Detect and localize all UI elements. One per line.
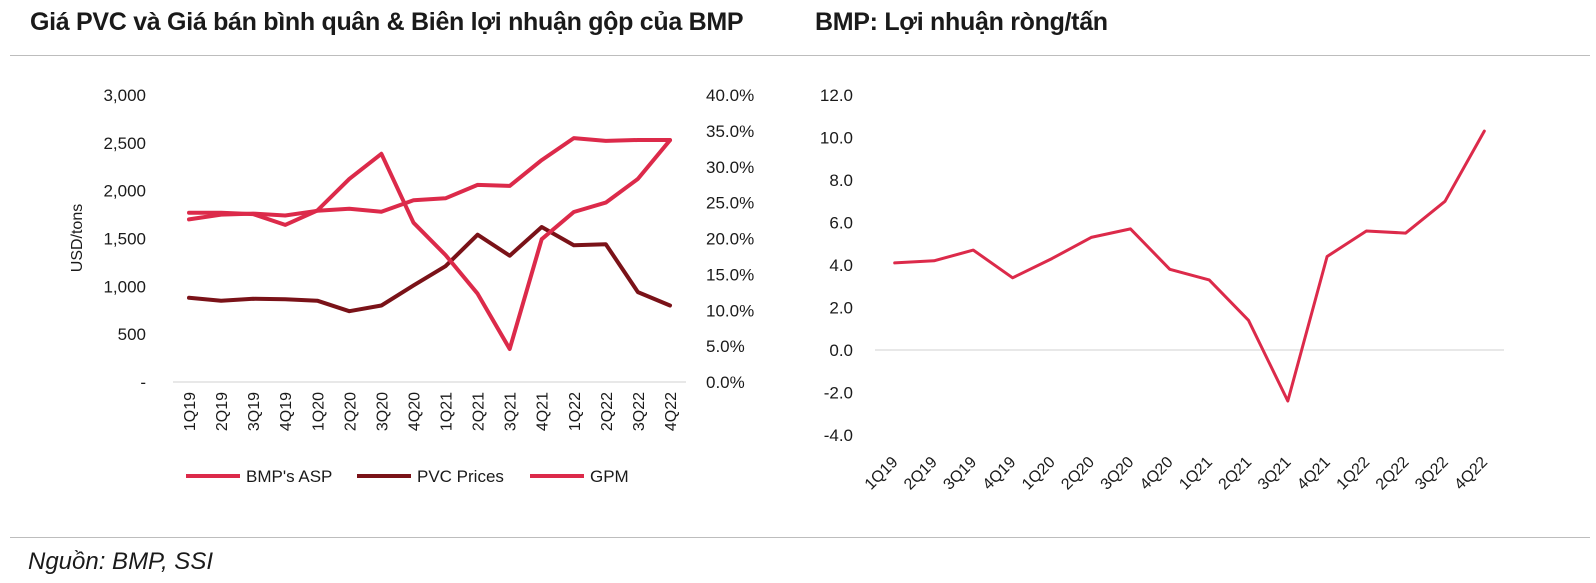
x-tick-label: 1Q21 bbox=[1176, 454, 1216, 494]
x-tick-label: 2Q22 bbox=[1373, 454, 1413, 494]
x-tick-label: 2Q22 bbox=[599, 392, 616, 431]
x-tick-label: 4Q22 bbox=[663, 392, 680, 431]
x-tick-label: 2Q20 bbox=[1058, 454, 1098, 494]
top-divider bbox=[10, 55, 1590, 56]
y2-tick-label: 40.0% bbox=[706, 86, 754, 105]
x-tick-label: 3Q20 bbox=[1098, 454, 1138, 494]
y-tick-label: 3,000 bbox=[103, 86, 146, 105]
y-tick-label: -2.0 bbox=[824, 384, 853, 403]
y-tick-label: - bbox=[140, 373, 146, 392]
series-line-gpm bbox=[187, 138, 672, 351]
y2-tick-label: 25.0% bbox=[706, 194, 754, 213]
y2-tick-label: 35.0% bbox=[706, 122, 754, 141]
y-axis-label: USD/tons bbox=[69, 204, 86, 272]
x-tick-label: 4Q21 bbox=[535, 392, 552, 431]
x-tick-label: 4Q20 bbox=[1137, 454, 1177, 494]
x-tick-label: 4Q19 bbox=[278, 392, 295, 431]
y-tick-label: 6.0 bbox=[829, 214, 853, 233]
y2-tick-label: 0.0% bbox=[706, 373, 745, 392]
x-tick-label: 4Q20 bbox=[406, 392, 423, 431]
legend-label: GPM bbox=[590, 467, 629, 486]
x-tick-label: 3Q21 bbox=[1255, 454, 1295, 494]
series-line-net-profit-per-ton bbox=[893, 129, 1486, 403]
x-tick-label: 1Q22 bbox=[1334, 454, 1374, 494]
x-tick-label: 2Q20 bbox=[342, 392, 359, 431]
chart-title-left: Giá PVC và Giá bán bình quân & Biên lợi … bbox=[30, 8, 744, 36]
x-tick-label: 4Q19 bbox=[980, 454, 1020, 494]
x-tick-label: 2Q21 bbox=[1216, 454, 1256, 494]
y-tick-label: 8.0 bbox=[829, 171, 853, 190]
y2-tick-label: 20.0% bbox=[706, 230, 754, 249]
x-tick-label: 2Q21 bbox=[471, 392, 488, 431]
x-tick-label: 4Q22 bbox=[1451, 454, 1491, 494]
y-tick-label: 12.0 bbox=[820, 86, 853, 105]
bottom-divider bbox=[10, 537, 1590, 538]
y-tick-label: 10.0 bbox=[820, 129, 853, 148]
y2-tick-label: 15.0% bbox=[706, 265, 754, 284]
series-line-bmp-s-asp bbox=[187, 136, 672, 222]
x-tick-label: 3Q22 bbox=[631, 392, 648, 431]
y-tick-label: 2,000 bbox=[103, 182, 146, 201]
y2-tick-label: 10.0% bbox=[706, 301, 754, 320]
y-tick-label: 2,500 bbox=[103, 134, 146, 153]
source-note: Nguồn: BMP, SSI bbox=[28, 548, 213, 575]
x-tick-label: 3Q21 bbox=[503, 392, 520, 431]
y-tick-label: 500 bbox=[118, 325, 146, 344]
chart-title-right: BMP: Lợi nhuận ròng/tấn bbox=[815, 8, 1108, 36]
x-tick-label: 3Q19 bbox=[246, 392, 263, 431]
y-tick-label: 2.0 bbox=[829, 299, 853, 318]
x-tick-label: 2Q19 bbox=[901, 454, 941, 494]
y-tick-label: 0.0 bbox=[829, 341, 853, 360]
y2-tick-label: 5.0% bbox=[706, 337, 745, 356]
x-tick-label: 1Q22 bbox=[567, 392, 584, 431]
x-tick-label: 4Q21 bbox=[1294, 454, 1334, 494]
x-tick-label: 1Q20 bbox=[310, 392, 327, 431]
y-tick-label: 1,500 bbox=[103, 230, 146, 249]
x-tick-label: 3Q19 bbox=[940, 454, 980, 494]
y-tick-label: 4.0 bbox=[829, 256, 853, 275]
x-tick-label: 3Q22 bbox=[1412, 454, 1452, 494]
y-tick-label: 1,000 bbox=[103, 277, 146, 296]
x-tick-label: 2Q19 bbox=[214, 392, 231, 431]
legend-label: PVC Prices bbox=[417, 467, 504, 486]
legend-label: BMP's ASP bbox=[246, 467, 332, 486]
series-line-pvc-prices bbox=[187, 225, 672, 314]
x-tick-label: 3Q20 bbox=[374, 392, 391, 431]
y2-tick-label: 30.0% bbox=[706, 158, 754, 177]
x-tick-label: 1Q19 bbox=[182, 392, 199, 431]
x-tick-label: 1Q20 bbox=[1019, 454, 1059, 494]
y-tick-label: -4.0 bbox=[824, 426, 853, 445]
x-tick-label: 1Q19 bbox=[862, 454, 902, 494]
x-tick-label: 1Q21 bbox=[439, 392, 456, 431]
